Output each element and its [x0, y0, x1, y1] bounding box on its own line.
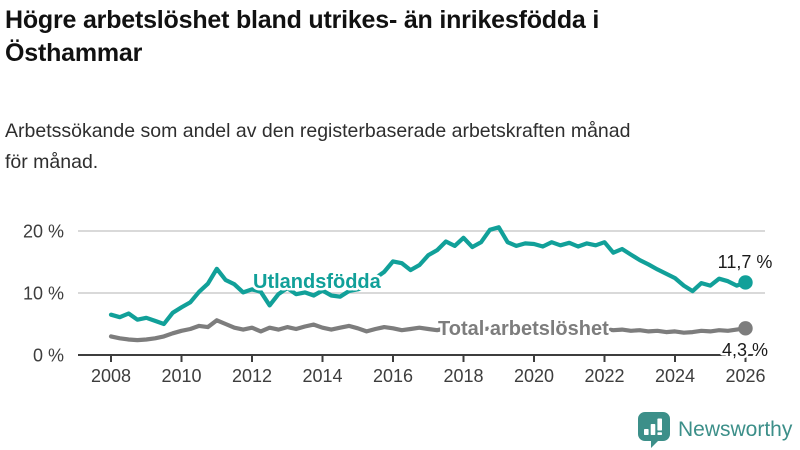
series-lines [108, 225, 753, 343]
newsworthy-logo[interactable]: Newsworthy [637, 411, 792, 448]
x-tick-label: 2010 [161, 366, 201, 386]
chart-subtitle: Arbetssökande som andel av den registerb… [5, 120, 631, 174]
gridlines [78, 230, 765, 294]
y-axis-labels: 0 % 10 % 20 % [23, 222, 64, 366]
x-tick-label: 2008 [91, 366, 131, 386]
y-tick-label: 20 % [23, 222, 64, 242]
x-tick-label: 2014 [302, 366, 342, 386]
x-tick-label: 2020 [514, 366, 554, 386]
y-tick-label: 0 % [33, 346, 64, 366]
x-tick-label: 2012 [232, 366, 272, 386]
x-tick-label: 2018 [443, 366, 483, 386]
series-label-utlandsf-dda: Utlandsfödda [253, 271, 382, 293]
end-value-label-total-arbetsl-shet: 4,3 % [722, 340, 768, 360]
x-tick-label: 2016 [373, 366, 413, 386]
newsworthy-icon [638, 412, 670, 448]
series-end-dot-utlandsf-dda [738, 275, 753, 290]
unemployment-line-chart: 0 % 10 % 20 % 2008 2010 2012 2014 2016 2018 2020… [23, 222, 775, 387]
series-label-total-arbetsl-shet: Total arbetslöshet [438, 318, 609, 340]
x-axis-labels: 2008 2010 2012 2014 2016 2018 2020 2022 2024 2026 [91, 366, 766, 386]
newsworthy-wordmark: Newsworthy [678, 417, 793, 441]
end-value-annotations: 11,7 % 4,3 % [715, 250, 775, 363]
series-line-utlandsf-dda [108, 225, 748, 327]
end-value-label-utlandsf-dda: 11,7 % [718, 252, 773, 272]
x-tick-label: 2022 [584, 366, 624, 386]
x-tick-label: 2024 [655, 366, 695, 386]
x-axis [78, 354, 765, 362]
y-tick-label: 10 % [23, 284, 64, 304]
series-labels: Utlandsfödda Total arbetslöshet [251, 269, 612, 343]
x-tick-label: 2026 [725, 366, 765, 386]
page-title: Högre arbetslöshet bland utrikes- än inr… [5, 6, 600, 67]
series-end-dot-total-arbetsl-shet [738, 321, 753, 336]
series-line-total-arbetsl-shet [108, 318, 748, 343]
